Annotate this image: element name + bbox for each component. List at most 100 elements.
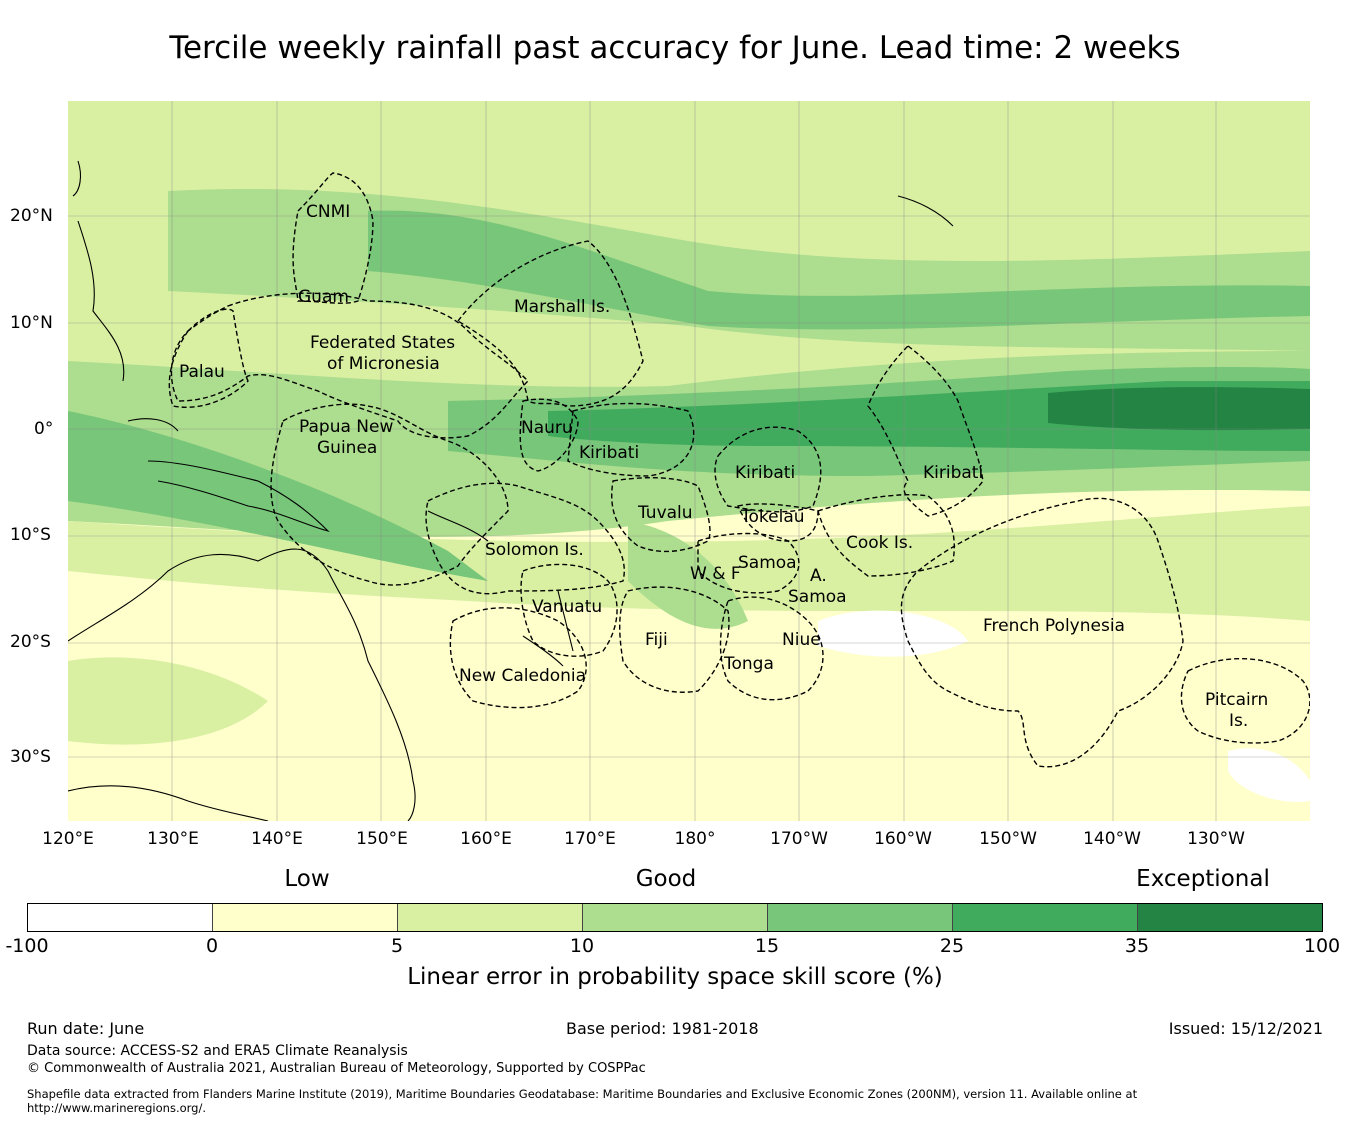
region-label-tonga: Tonga	[724, 654, 774, 674]
colorbar	[27, 903, 1323, 932]
eez-boundaries	[168, 172, 1310, 768]
lon-label: 130°E	[147, 829, 199, 849]
colorbar-segment	[398, 904, 583, 931]
eez-french-polynesia	[900, 497, 1184, 768]
new-guinea-north	[127, 418, 179, 432]
eez-cook	[817, 493, 955, 577]
map-canvas	[68, 101, 1310, 821]
eez-new-caledonia	[449, 607, 587, 709]
philippines	[77, 220, 125, 382]
region-label-tokelau: Tokelau	[741, 507, 805, 527]
eez-marshall	[456, 240, 644, 407]
lon-label: 170°W	[770, 829, 828, 849]
shapefile-note: Shapefile data extracted from Flanders M…	[27, 1087, 1138, 1115]
lon-label: 160°W	[874, 829, 932, 849]
region-label-pitcairn-2: Is.	[1229, 711, 1249, 731]
legend-category-good: Good	[635, 866, 697, 892]
region-label-fiji: Fiji	[645, 630, 668, 650]
new-caledonia-is	[522, 635, 564, 667]
eez-fsm	[170, 292, 529, 439]
lon-label: 140°E	[251, 829, 303, 849]
legend-category-low: Low	[284, 866, 330, 892]
vanuatu-is	[557, 590, 574, 652]
eez-pitcairn	[1180, 657, 1310, 744]
eez-nauru	[519, 398, 579, 472]
lon-label: 180°	[674, 829, 716, 849]
lat-label: 30°S	[10, 747, 51, 767]
region-label-french-polynesia: French Polynesia	[983, 616, 1125, 636]
coastlines	[68, 160, 954, 821]
band-sw-green	[68, 657, 268, 745]
lat-label: 20°S	[10, 632, 51, 652]
colorbar-tick: 0	[205, 935, 219, 957]
region-label-vanuatu: Vanuatu	[532, 597, 603, 617]
eez-tokelau	[737, 503, 819, 542]
region-label-kiribati-c: Kiribati	[735, 463, 796, 483]
band-south-white	[818, 610, 968, 657]
region-label-new-caledonia: New Caledonia	[459, 666, 587, 686]
colorbar-segment	[583, 904, 768, 931]
region-label-asamoa-1: A.	[810, 566, 827, 586]
band-north-strong	[368, 210, 1310, 330]
colorbar-tick: 100	[1303, 935, 1341, 957]
eez-tonga-niue	[719, 596, 824, 701]
solomon-is	[427, 510, 489, 542]
graticule	[68, 101, 1310, 821]
lat-label: 0°	[34, 419, 54, 439]
data-source: Data source: ACCESS-S2 and ERA5 Climate …	[27, 1043, 408, 1059]
region-label-wf: W & F	[690, 564, 741, 584]
region-label-fsm-2: of Micronesia	[327, 354, 440, 374]
page-title: Tercile weekly rainfall past accuracy fo…	[169, 30, 1181, 66]
colorbar-tick: 15	[754, 935, 780, 957]
region-label-fsm-1: Federated States	[310, 333, 456, 353]
band-tuvalu-mid	[628, 521, 748, 629]
lon-label: 120°E	[42, 829, 94, 849]
lat-label: 10°N	[10, 313, 53, 333]
region-label-solomon: Solomon Is.	[485, 540, 584, 560]
band-se-white	[1228, 748, 1310, 802]
region-label-kiribati-e: Kiribati	[923, 463, 984, 483]
region-label-kiribati-w: Kiribati	[579, 443, 640, 463]
region-label-cnmi: CNMI	[306, 202, 351, 222]
region-label-samoa: Samoa	[738, 553, 797, 573]
skill-map: CNMI Guam Marshall Is. Federated States …	[68, 101, 1310, 821]
eez-kiribati-w	[567, 402, 695, 477]
colorbar-tick: 25	[939, 935, 965, 957]
colorbar-segment	[1138, 904, 1322, 931]
colorbar-tick: 10	[569, 935, 595, 957]
region-label-palau: Palau	[179, 362, 225, 382]
copyright: © Commonwealth of Australia 2021, Austra…	[27, 1061, 646, 1076]
base-period: Base period: 1981-2018	[566, 1019, 759, 1038]
lon-label: 170°E	[564, 829, 616, 849]
eez-samoa-wf	[697, 532, 800, 594]
colorbar-segment	[213, 904, 398, 931]
eez-tuvalu	[611, 477, 711, 553]
legend-category-exceptional: Exceptional	[1136, 866, 1270, 892]
band-eq-exceptional	[1048, 387, 1310, 431]
region-label-pitcairn-1: Pitcairn	[1205, 690, 1269, 710]
lon-label: 130°W	[1187, 829, 1245, 849]
region-label-nauru: Nauru	[521, 418, 573, 438]
region-label-niue: Niue	[782, 630, 821, 650]
issued-date: Issued: 15/12/2021	[1168, 1019, 1323, 1038]
region-label-guam: Guam	[298, 287, 349, 307]
colorbar-segment	[768, 904, 953, 931]
hawaii	[897, 195, 954, 227]
colorbar-title: Linear error in probability space skill …	[407, 964, 943, 990]
eez-kiribati-e	[867, 345, 984, 517]
australia-coast	[68, 548, 416, 821]
lon-label: 150°W	[979, 829, 1037, 849]
colorbar-tick: 35	[1124, 935, 1150, 957]
colorbar-tick: 5	[390, 935, 404, 957]
eez-cnmi	[292, 172, 374, 304]
region-label-tuvalu: Tuvalu	[638, 503, 693, 523]
eez-fiji	[619, 586, 730, 693]
lat-label: 10°S	[10, 525, 51, 545]
eez-vanuatu	[520, 563, 618, 657]
lon-label: 160°E	[460, 829, 512, 849]
australia-south	[68, 785, 269, 821]
region-label-png-1: Papua New	[299, 417, 394, 437]
region-label-asamoa-2: Samoa	[788, 587, 847, 607]
lon-label: 140°W	[1083, 829, 1141, 849]
region-label-cook: Cook Is.	[846, 533, 914, 553]
